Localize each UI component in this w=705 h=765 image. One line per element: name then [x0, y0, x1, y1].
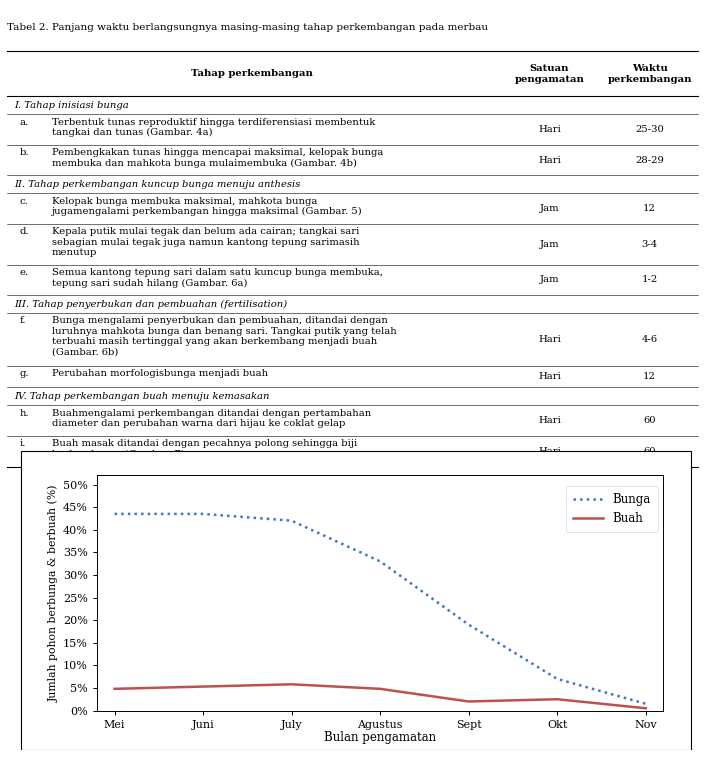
Text: Tahap perkembangan: Tahap perkembangan: [191, 70, 313, 78]
Text: Hari: Hari: [538, 447, 561, 456]
Text: Jam: Jam: [539, 204, 559, 213]
Text: Bulan pengamatan: Bulan pengamatan: [324, 731, 436, 744]
Text: Perubahan morfologisbunga menjadi buah: Perubahan morfologisbunga menjadi buah: [52, 369, 268, 379]
Text: 25-30: 25-30: [635, 125, 664, 134]
Text: IV. Tahap perkembangan buah menuju kemasakan: IV. Tahap perkembangan buah menuju kemas…: [14, 392, 269, 401]
Text: Hari: Hari: [538, 335, 561, 344]
Text: 60: 60: [643, 447, 656, 456]
Text: 12: 12: [643, 204, 656, 213]
Text: III. Tahap penyerbukan dan pembuahan (fertilisation): III. Tahap penyerbukan dan pembuahan (fe…: [14, 300, 287, 309]
Text: e.: e.: [20, 268, 29, 277]
Text: Buah masak ditandai dengan pecahnya polong sehingga biji
berhamburan (Gambar. 7): Buah masak ditandai dengan pecahnya polo…: [52, 439, 357, 458]
Text: I. Tahap inisiasi bunga: I. Tahap inisiasi bunga: [14, 101, 129, 110]
Text: Waktu
perkembangan: Waktu perkembangan: [607, 64, 692, 83]
Text: Satuan
pengamatan: Satuan pengamatan: [515, 64, 584, 83]
Text: Semua kantong tepung sari dalam satu kuncup bunga membuka,
tepung sari sudah hil: Semua kantong tepung sari dalam satu kun…: [52, 268, 383, 288]
Text: Jam: Jam: [539, 239, 559, 249]
Text: b.: b.: [20, 148, 29, 157]
Text: II. Tahap perkembangan kuncup bunga menuju anthesis: II. Tahap perkembangan kuncup bunga menu…: [14, 180, 300, 189]
Text: 12: 12: [643, 373, 656, 381]
Text: Hari: Hari: [538, 373, 561, 381]
Text: 3-4: 3-4: [642, 239, 658, 249]
Text: Kelopak bunga membuka maksimal, mahkota bunga
jugamengalami perkembangan hingga : Kelopak bunga membuka maksimal, mahkota …: [52, 197, 362, 216]
Text: a.: a.: [20, 118, 29, 126]
Text: Hari: Hari: [538, 416, 561, 425]
Text: 1-2: 1-2: [642, 275, 658, 285]
Text: i.: i.: [20, 439, 26, 448]
Text: f.: f.: [20, 317, 26, 325]
Text: 4-6: 4-6: [642, 335, 658, 344]
Text: g.: g.: [20, 369, 29, 379]
Text: Buahmengalami perkembangan ditandai dengan pertambahan
diameter dan perubahan wa: Buahmengalami perkembangan ditandai deng…: [52, 409, 372, 428]
Text: d.: d.: [20, 227, 29, 236]
Text: Terbentuk tunas reproduktif hingga terdiferensiasi membentuk
tangkai dan tunas (: Terbentuk tunas reproduktif hingga terdi…: [52, 118, 375, 137]
Text: 28-29: 28-29: [635, 155, 664, 164]
Text: Tabel 2. Panjang waktu berlangsungnya masing-masing tahap perkembangan pada merb: Tabel 2. Panjang waktu berlangsungnya ma…: [7, 23, 488, 32]
Text: Kepala putik mulai tegak dan belum ada cairan; tangkai sari
sebagian mulai tegak: Kepala putik mulai tegak dan belum ada c…: [52, 227, 360, 257]
Text: Pembengkakan tunas hingga mencapai maksimal, kelopak bunga
membuka dan mahkota b: Pembengkakan tunas hingga mencapai maksi…: [52, 148, 384, 168]
Text: c.: c.: [20, 197, 28, 206]
Text: h.: h.: [20, 409, 29, 418]
Text: 60: 60: [643, 416, 656, 425]
Text: Hari: Hari: [538, 155, 561, 164]
Text: Jam: Jam: [539, 275, 559, 285]
Text: Bunga mengalami penyerbukan dan pembuahan, ditandai dengan
luruhnya mahkota bung: Bunga mengalami penyerbukan dan pembuaha…: [52, 317, 397, 356]
Text: Hari: Hari: [538, 125, 561, 134]
